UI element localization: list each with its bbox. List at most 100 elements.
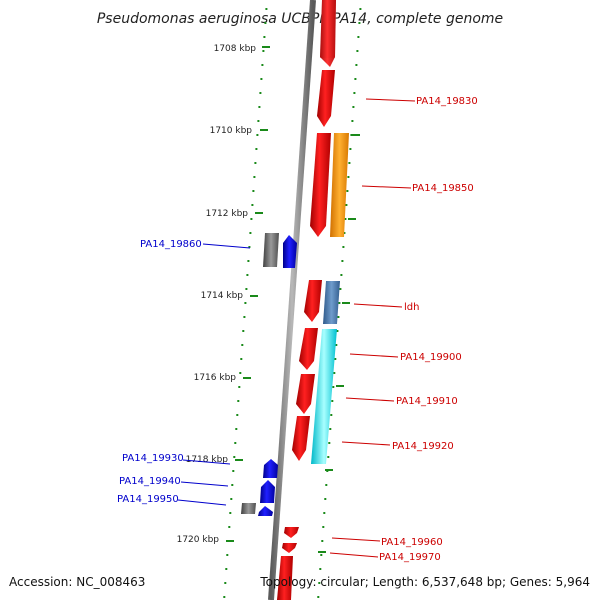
- kbp-tick-label: 1712 kbp: [206, 209, 249, 219]
- ruler-dot: [349, 148, 352, 150]
- ruler-dot: [358, 22, 361, 24]
- gene-label-pa14-19850[interactable]: PA14_19850: [412, 183, 474, 194]
- kbp-tick-label: 1720 kbp: [177, 535, 220, 545]
- ruler-dot: [337, 316, 340, 318]
- gene-label-pa14-19920[interactable]: PA14_19920: [392, 441, 454, 452]
- ruler-dot: [246, 274, 249, 276]
- ruler-dot: [236, 414, 239, 416]
- ruler-dot: [336, 330, 339, 332]
- ruler-dot: [261, 64, 264, 66]
- pseudo-gene-pa14-19860[interactable]: [263, 233, 279, 267]
- cds-arrow-bottom[interactable]: [277, 556, 293, 600]
- ruler-dot: [341, 260, 344, 262]
- gene-label-pa14-19830[interactable]: PA14_19830: [416, 96, 478, 107]
- cds-arrow-pa14-19970[interactable]: [282, 543, 297, 553]
- ruler-dot: [353, 92, 356, 94]
- ruler-dot: [225, 568, 228, 570]
- ruler-dot: [328, 442, 331, 444]
- ruler-dot: [325, 484, 328, 486]
- cds-arrow[interactable]: [320, 0, 336, 67]
- forward-strand-features: [277, 0, 336, 600]
- ruler-dot: [332, 386, 335, 388]
- gene-label-ldh[interactable]: ldh: [404, 302, 419, 313]
- ruler-dot: [322, 526, 325, 528]
- ruler-dot: [348, 162, 351, 164]
- ruler-dot: [223, 596, 226, 598]
- ruler-dot: [247, 260, 250, 262]
- ruler-dot: [260, 78, 263, 80]
- ruler-dot: [226, 554, 229, 556]
- gene-label-pa14-19940[interactable]: PA14_19940: [119, 476, 181, 487]
- ruler-dot: [347, 176, 350, 178]
- ruler-dot: [350, 134, 353, 136]
- kbp-ruler: 1708 kbp 1710 kbp 1712 kbp 1714 kbp 1716…: [177, 44, 270, 545]
- ruler-dot: [345, 204, 348, 206]
- ruler-dot: [355, 64, 358, 66]
- ruler-dot: [231, 484, 234, 486]
- feature-bar-cyan[interactable]: [311, 329, 337, 464]
- ruler-dot: [224, 582, 227, 584]
- feature-bar-ldh[interactable]: [323, 281, 340, 324]
- cds-arrow-pa14-19930[interactable]: [263, 459, 278, 478]
- cds-arrow-pa14-19950[interactable]: [258, 506, 273, 516]
- kbp-tick-label: 1716 kbp: [194, 373, 237, 383]
- ruler-dot: [344, 218, 347, 220]
- cds-arrow-pa14-19960[interactable]: [284, 527, 299, 538]
- ruler-dot: [333, 372, 336, 374]
- cds-arrow-pa14-19830[interactable]: [317, 70, 335, 127]
- ruler-dot: [232, 470, 235, 472]
- cds-arrow-pa14-19940[interactable]: [260, 480, 275, 503]
- ruler-dot: [256, 134, 259, 136]
- ruler-dot: [241, 344, 244, 346]
- ruler-dot: [331, 400, 334, 402]
- cds-arrow-pa14-19900[interactable]: [299, 328, 318, 370]
- ruler-dot: [321, 540, 324, 542]
- ruler-dot: [262, 50, 265, 52]
- ruler-dot: [343, 232, 346, 234]
- ruler-dot: [334, 358, 337, 360]
- gene-leader-lines: [177, 98, 416, 558]
- gene-label-pa14-19930[interactable]: PA14_19930: [122, 453, 184, 464]
- right-track-ticks: [318, 134, 360, 553]
- gene-label-pa14-19950[interactable]: PA14_19950: [117, 494, 179, 505]
- feature-bar-pa14-19850[interactable]: [330, 133, 349, 237]
- ruler-dot: [263, 36, 266, 38]
- ruler-dot: [243, 316, 246, 318]
- cds-arrow-ldh-red[interactable]: [304, 280, 322, 322]
- gene-label-pa14-19900[interactable]: PA14_19900: [400, 352, 462, 363]
- ruler-dot: [342, 246, 345, 248]
- accession-label: Accession: NC_008463: [9, 575, 145, 589]
- ruler-dot: [352, 106, 355, 108]
- kbp-tick-label: 1710 kbp: [210, 126, 253, 136]
- cds-arrow-pa14-19849[interactable]: [310, 133, 331, 237]
- gene-label-pa14-19960[interactable]: PA14_19960: [381, 537, 443, 548]
- ruler-dot: [338, 302, 341, 304]
- gene-label-pa14-19910[interactable]: PA14_19910: [396, 396, 458, 407]
- gene-label-pa14-19860[interactable]: PA14_19860: [140, 239, 202, 250]
- cds-arrow-pa14-19920[interactable]: [292, 416, 310, 461]
- ruler-dot: [258, 106, 261, 108]
- ruler-dot: [329, 428, 332, 430]
- ruler-dot: [319, 568, 322, 570]
- ruler-dot: [251, 204, 254, 206]
- ruler-dot: [234, 442, 237, 444]
- ruler-dot: [254, 162, 257, 164]
- ruler-dot: [252, 190, 255, 192]
- cds-arrow-pa14-19910[interactable]: [296, 374, 315, 414]
- ruler-dot: [318, 582, 321, 584]
- pseudo-gene-pa14-19950[interactable]: [241, 503, 256, 514]
- ruler-dot: [259, 92, 262, 94]
- gene-label-pa14-19970[interactable]: PA14_19970: [379, 552, 441, 563]
- cds-arrow-pa14-19860[interactable]: [283, 235, 297, 268]
- ruler-dot: [324, 498, 327, 500]
- ruler-dot: [240, 358, 243, 360]
- ruler-dot: [233, 456, 236, 458]
- ruler-dot: [357, 36, 360, 38]
- ruler-dot: [253, 176, 256, 178]
- ruler-dot: [249, 232, 252, 234]
- ruler-dot: [230, 498, 233, 500]
- ruler-dot: [354, 78, 357, 80]
- ruler-dot: [265, 8, 268, 10]
- ruler-dot: [317, 596, 320, 598]
- map-title: Pseudomonas aeruginosa UCBPP-PA14, compl…: [97, 11, 503, 27]
